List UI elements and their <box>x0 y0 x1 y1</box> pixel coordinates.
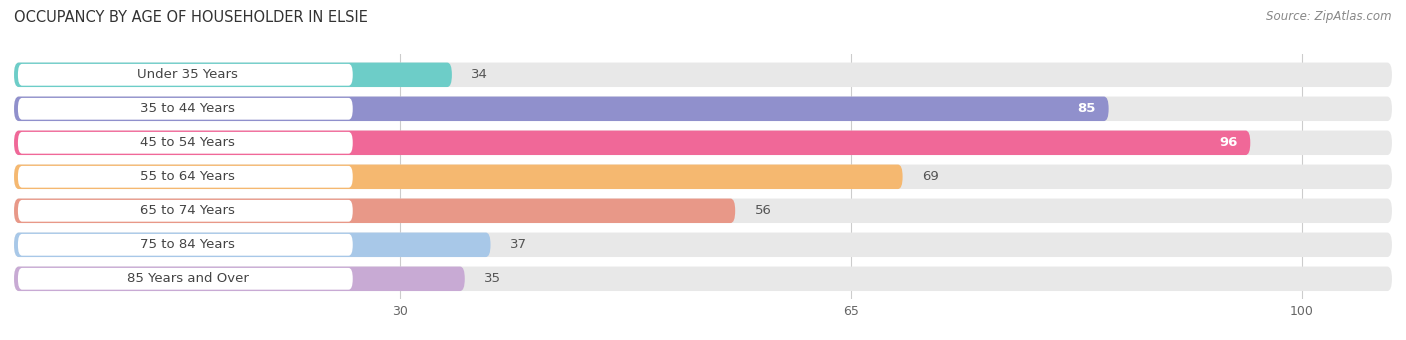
Text: 56: 56 <box>755 204 772 217</box>
Text: 34: 34 <box>471 68 488 81</box>
FancyBboxPatch shape <box>18 200 353 222</box>
FancyBboxPatch shape <box>14 131 1250 155</box>
FancyBboxPatch shape <box>18 64 353 86</box>
Text: 35 to 44 Years: 35 to 44 Years <box>141 102 235 115</box>
Text: 75 to 84 Years: 75 to 84 Years <box>141 238 235 251</box>
FancyBboxPatch shape <box>18 234 353 256</box>
Text: 85: 85 <box>1077 102 1095 115</box>
Text: Source: ZipAtlas.com: Source: ZipAtlas.com <box>1267 10 1392 23</box>
FancyBboxPatch shape <box>18 98 353 120</box>
FancyBboxPatch shape <box>18 268 353 290</box>
FancyBboxPatch shape <box>14 199 1392 223</box>
Text: 35: 35 <box>484 272 501 285</box>
Text: 96: 96 <box>1219 136 1237 149</box>
Text: OCCUPANCY BY AGE OF HOUSEHOLDER IN ELSIE: OCCUPANCY BY AGE OF HOUSEHOLDER IN ELSIE <box>14 10 368 25</box>
FancyBboxPatch shape <box>14 165 1392 189</box>
FancyBboxPatch shape <box>14 199 735 223</box>
Text: 65 to 74 Years: 65 to 74 Years <box>141 204 235 217</box>
Text: 85 Years and Over: 85 Years and Over <box>127 272 249 285</box>
FancyBboxPatch shape <box>14 267 465 291</box>
FancyBboxPatch shape <box>14 63 1392 87</box>
Text: 55 to 64 Years: 55 to 64 Years <box>141 170 235 183</box>
FancyBboxPatch shape <box>18 166 353 188</box>
Text: 37: 37 <box>510 238 527 251</box>
FancyBboxPatch shape <box>14 233 491 257</box>
FancyBboxPatch shape <box>14 233 1392 257</box>
FancyBboxPatch shape <box>14 97 1392 121</box>
Text: 45 to 54 Years: 45 to 54 Years <box>141 136 235 149</box>
FancyBboxPatch shape <box>14 63 451 87</box>
FancyBboxPatch shape <box>18 132 353 154</box>
FancyBboxPatch shape <box>14 97 1109 121</box>
FancyBboxPatch shape <box>14 165 903 189</box>
Text: Under 35 Years: Under 35 Years <box>138 68 239 81</box>
Text: 69: 69 <box>922 170 939 183</box>
FancyBboxPatch shape <box>14 267 1392 291</box>
FancyBboxPatch shape <box>14 131 1392 155</box>
